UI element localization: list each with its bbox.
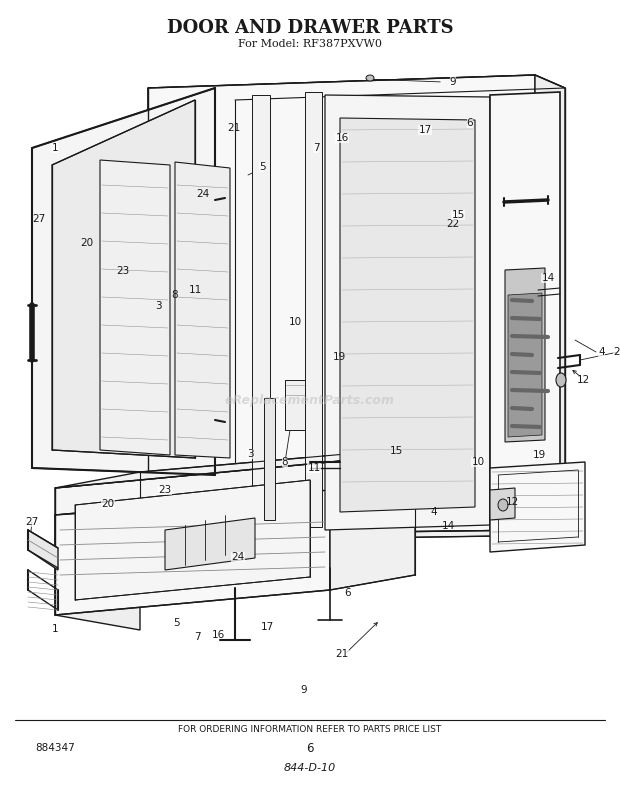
Text: 12: 12 [505,497,519,507]
Text: 27: 27 [25,517,38,527]
Polygon shape [508,293,542,437]
Text: 20: 20 [80,238,94,247]
Text: For Model: RF387PXVW0: For Model: RF387PXVW0 [238,39,382,49]
Polygon shape [55,462,330,515]
Polygon shape [52,100,195,458]
Text: 16: 16 [211,630,225,640]
Text: 12: 12 [577,375,590,385]
Text: 17: 17 [261,623,275,632]
Text: 15: 15 [451,210,464,220]
Text: FOR ORDERING INFORMATION REFER TO PARTS PRICE LIST: FOR ORDERING INFORMATION REFER TO PARTS … [179,726,441,734]
Text: 19: 19 [533,450,546,460]
Text: 23: 23 [116,266,130,276]
Text: 4: 4 [598,347,604,357]
Polygon shape [148,88,235,540]
Text: 844-D-10: 844-D-10 [284,763,336,773]
Text: 11: 11 [308,463,321,473]
Text: 9: 9 [450,77,456,87]
Text: 10: 10 [288,317,302,326]
Text: eReplacementParts.com: eReplacementParts.com [225,393,395,407]
Text: 23: 23 [158,485,172,495]
Text: 4: 4 [431,507,438,517]
Polygon shape [55,448,415,488]
Polygon shape [100,160,170,455]
Polygon shape [148,75,565,100]
Text: 21: 21 [335,649,348,659]
Text: 22: 22 [613,347,620,357]
Text: 14: 14 [541,273,555,283]
Polygon shape [32,88,215,475]
Text: 3: 3 [155,301,161,310]
Text: 884347: 884347 [35,743,75,753]
Text: 15: 15 [390,446,404,455]
Polygon shape [75,480,310,600]
Text: 8: 8 [281,457,288,467]
Polygon shape [264,398,275,520]
Polygon shape [175,162,230,458]
Polygon shape [148,530,565,540]
Text: 5: 5 [174,618,180,627]
Text: 6: 6 [306,742,314,754]
Text: 16: 16 [335,133,348,143]
Text: 8: 8 [172,290,178,299]
Ellipse shape [498,499,508,511]
Text: 1: 1 [52,624,59,634]
Polygon shape [252,95,270,528]
Polygon shape [28,530,58,570]
Text: 7: 7 [194,632,200,641]
Text: 19: 19 [333,352,347,362]
Text: 1: 1 [51,143,58,153]
Ellipse shape [366,75,374,81]
Polygon shape [285,380,305,430]
Polygon shape [330,448,415,590]
Text: 6: 6 [344,588,350,597]
Text: 22: 22 [446,219,459,229]
Text: 17: 17 [418,125,432,135]
Ellipse shape [556,373,566,387]
Polygon shape [505,268,545,442]
Polygon shape [490,92,560,530]
Text: 10: 10 [471,457,485,467]
Text: 3: 3 [247,449,254,459]
Polygon shape [165,518,255,570]
Text: 7: 7 [312,143,319,153]
Polygon shape [490,488,515,520]
Text: 14: 14 [442,522,456,531]
Polygon shape [340,118,475,512]
Text: 21: 21 [228,123,241,132]
Text: 5: 5 [259,162,265,172]
Text: DOOR AND DRAWER PARTS: DOOR AND DRAWER PARTS [167,19,453,37]
Polygon shape [490,462,585,552]
Text: 6: 6 [467,118,473,128]
Text: 24: 24 [197,189,210,199]
Polygon shape [305,92,322,527]
Text: 20: 20 [102,499,115,509]
Polygon shape [325,95,490,530]
Polygon shape [535,75,565,535]
Polygon shape [55,490,330,615]
Text: 9: 9 [301,686,307,695]
Polygon shape [55,510,140,630]
Text: 27: 27 [32,214,45,224]
Polygon shape [148,75,535,535]
Text: 24: 24 [231,552,245,562]
Text: 4350A: 4350A [500,466,527,474]
Text: 11: 11 [189,285,203,295]
